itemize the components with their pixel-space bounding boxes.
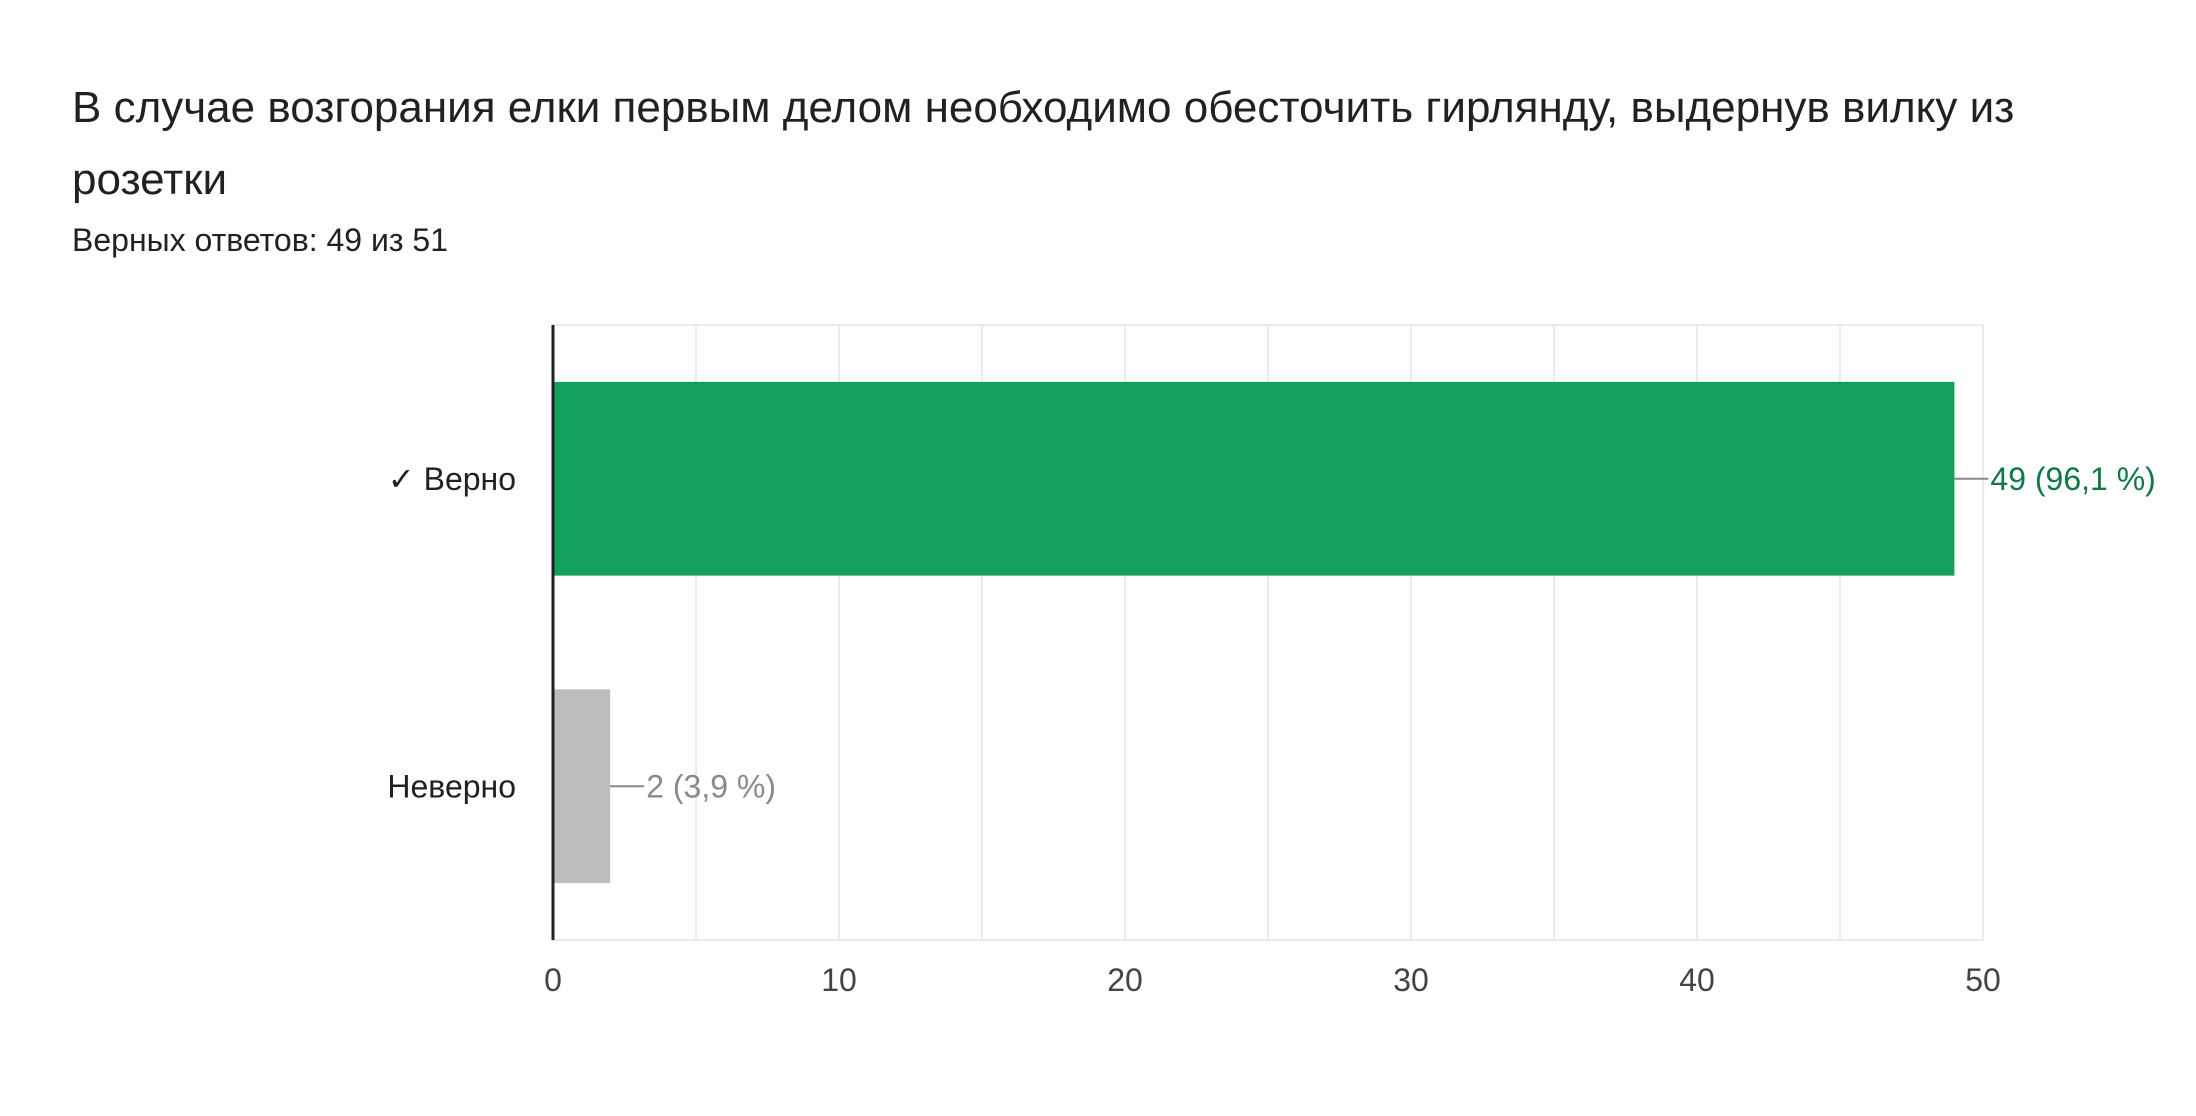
bars	[553, 381, 1955, 884]
bar-correct	[553, 381, 1955, 576]
bar-chart: ✓ Верно 49 (96,1 %) Неверно 2 (3,9 %) 0 10 20 3…	[0, 300, 2196, 1060]
category-label: Неверно	[387, 768, 516, 804]
x-tick-label: 50	[1965, 962, 2001, 998]
data-label: 49 (96,1 %)	[1990, 461, 2155, 497]
question-title: В случае возгорания елки первым делом не…	[72, 83, 2015, 204]
bar-chart-svg: ✓ Верно 49 (96,1 %) Неверно 2 (3,9 %) 0 10 20 3…	[387, 324, 2156, 998]
x-tick-label: 40	[1679, 962, 1715, 998]
labels: ✓ Верно 49 (96,1 %) Неверно 2 (3,9 %) 0 10 20 3…	[387, 461, 2155, 998]
bar-incorrect	[553, 689, 611, 884]
correct-answers-summary: Верных ответов: 49 из 51	[72, 222, 449, 258]
category-label: ✓ Верно	[388, 461, 516, 497]
x-tick-label: 30	[1393, 962, 1429, 998]
x-tick-label: 20	[1107, 962, 1143, 998]
x-tick-label: 10	[821, 962, 857, 998]
x-tick-label: 0	[544, 962, 562, 998]
data-label: 2 (3,9 %)	[646, 768, 776, 804]
